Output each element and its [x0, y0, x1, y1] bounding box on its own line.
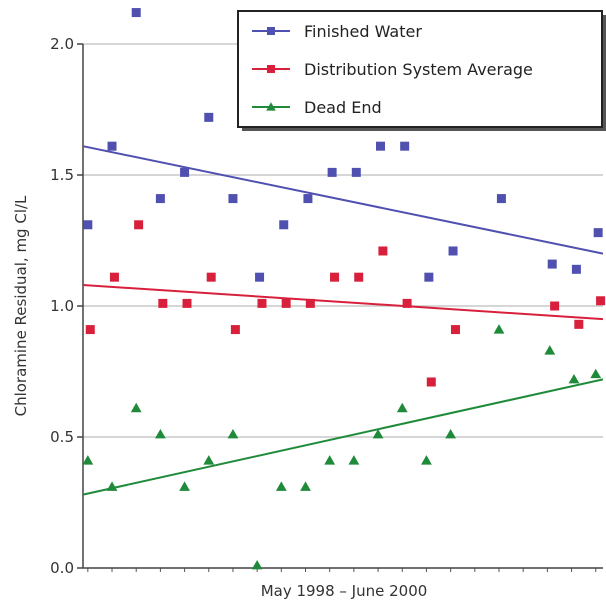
data-point — [348, 455, 360, 465]
data-point — [204, 112, 214, 122]
data-point — [351, 167, 361, 177]
data-point — [372, 428, 384, 439]
data-point — [574, 319, 584, 329]
data-point — [203, 455, 215, 465]
axes — [77, 43, 603, 572]
data-point — [590, 368, 602, 379]
data-point — [375, 141, 385, 151]
data-point — [445, 428, 457, 439]
x-axis-title: May 1998 – June 2000 — [261, 582, 428, 600]
y-tick-label: 1.0 — [50, 297, 74, 315]
data-point — [303, 194, 313, 204]
data-point — [568, 373, 580, 384]
data-point — [257, 298, 267, 308]
data-point — [593, 228, 603, 238]
legend: Finished Water Distribution System Averag… — [237, 10, 606, 131]
data-point — [424, 272, 434, 282]
data-point — [547, 259, 557, 269]
trend-line — [82, 145, 604, 255]
data-point — [109, 272, 119, 282]
data-point — [255, 272, 265, 282]
data-point — [327, 167, 337, 177]
data-point — [354, 272, 364, 282]
data-point — [330, 272, 340, 282]
legend-label: Dead End — [304, 98, 382, 117]
y-axis-title: Chloramine Residual, mg Cl/L — [12, 195, 30, 416]
data-point — [426, 377, 436, 387]
legend-box — [237, 10, 603, 128]
legend-label: Distribution System Average — [304, 60, 533, 79]
data-point — [550, 301, 560, 311]
trend-line — [82, 284, 604, 321]
data-point — [134, 220, 144, 230]
data-point — [155, 194, 165, 204]
data-points — [82, 8, 606, 570]
data-point — [107, 141, 117, 151]
data-point — [571, 264, 581, 274]
data-point — [421, 455, 432, 465]
data-point — [131, 8, 141, 18]
data-point — [305, 298, 315, 308]
data-point — [448, 246, 458, 256]
trend-line — [82, 378, 604, 496]
data-point — [206, 272, 216, 282]
data-point — [230, 325, 240, 335]
data-point — [396, 402, 408, 413]
trend-lines — [82, 145, 604, 496]
data-point — [130, 402, 142, 413]
y-tick-label: 2.0 — [50, 35, 74, 53]
data-point — [154, 428, 166, 439]
data-point — [596, 296, 606, 306]
data-point — [281, 298, 291, 308]
data-point — [450, 325, 460, 335]
data-point — [496, 194, 506, 204]
data-point — [378, 246, 388, 256]
data-point — [493, 324, 505, 334]
data-point — [402, 298, 412, 308]
y-tick-label: 0.0 — [50, 559, 74, 577]
data-point — [227, 428, 239, 439]
y-tick-label: 0.5 — [50, 428, 74, 446]
data-point — [179, 481, 190, 491]
legend-marker — [267, 65, 275, 73]
data-point — [324, 455, 336, 465]
data-point — [228, 194, 238, 204]
data-point — [300, 481, 311, 491]
data-point — [279, 220, 289, 230]
data-point — [158, 298, 168, 308]
data-point — [85, 325, 95, 335]
legend-label: Finished Water — [304, 22, 422, 41]
y-tick-label: 1.5 — [50, 166, 74, 184]
data-point — [182, 298, 192, 308]
y-tick-labels: 0.0 0.5 1.0 1.5 2.0 — [50, 35, 74, 577]
legend-marker — [267, 27, 275, 35]
data-point — [180, 167, 190, 177]
data-point — [400, 141, 410, 151]
legend-marker — [266, 102, 276, 111]
data-point — [83, 220, 93, 230]
data-point — [251, 559, 263, 570]
data-point — [106, 481, 118, 491]
data-point — [82, 455, 94, 465]
data-point — [275, 481, 287, 491]
data-point — [544, 345, 556, 355]
